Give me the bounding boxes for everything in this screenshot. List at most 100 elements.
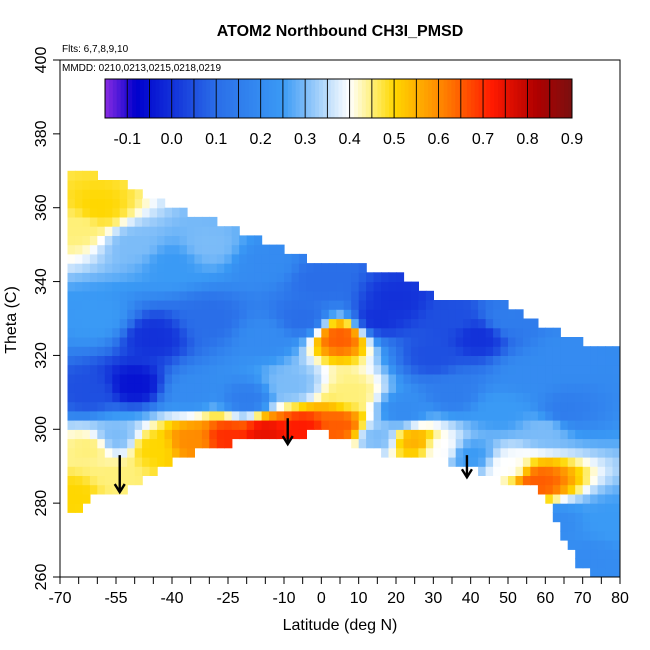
heatmap-cell bbox=[74, 346, 83, 356]
heatmap-cell bbox=[231, 346, 240, 356]
heatmap-cell bbox=[149, 429, 158, 440]
heatmap-cell bbox=[328, 327, 337, 338]
colorbar-swatch bbox=[225, 79, 231, 118]
heatmap-cell bbox=[112, 198, 121, 209]
heatmap-cell bbox=[74, 216, 83, 227]
y-tick-label: 400 bbox=[33, 47, 50, 74]
heatmap-cell bbox=[134, 207, 143, 218]
heatmap-cell bbox=[537, 420, 546, 430]
colorbar-swatch bbox=[389, 79, 394, 118]
heatmap-cell bbox=[239, 309, 248, 320]
heatmap-cell bbox=[269, 337, 278, 347]
heatmap-cell bbox=[605, 567, 614, 577]
heatmap-cell bbox=[522, 475, 531, 486]
heatmap-cell bbox=[179, 216, 188, 227]
heatmap-cell bbox=[157, 410, 166, 421]
heatmap-cell bbox=[455, 420, 464, 430]
heatmap-cell bbox=[493, 410, 502, 421]
heatmap-cell bbox=[112, 484, 121, 495]
heatmap-cell bbox=[545, 466, 554, 476]
heatmap-cell bbox=[119, 420, 128, 430]
heatmap-cell bbox=[186, 410, 195, 421]
heatmap-cell bbox=[410, 383, 419, 393]
heatmap-cell bbox=[149, 290, 158, 301]
heatmap-cell bbox=[470, 318, 479, 329]
heatmap-cell bbox=[224, 355, 233, 366]
heatmap-cell bbox=[537, 466, 546, 476]
heatmap-cell bbox=[179, 373, 188, 384]
heatmap-cell bbox=[186, 401, 195, 412]
heatmap-cell bbox=[425, 401, 434, 412]
heatmap-cell bbox=[522, 401, 531, 412]
heatmap-cell bbox=[485, 300, 494, 310]
heatmap-cell bbox=[455, 392, 464, 403]
heatmap-cell bbox=[254, 364, 263, 375]
heatmap-cell bbox=[209, 373, 218, 384]
heatmap-cell bbox=[343, 392, 352, 403]
heatmap-cell bbox=[216, 281, 225, 292]
colorbar-swatch bbox=[229, 79, 234, 118]
heatmap-cell bbox=[67, 189, 76, 200]
heatmap-cell bbox=[246, 392, 255, 403]
heatmap-cell bbox=[254, 309, 263, 320]
heatmap-cell bbox=[313, 337, 322, 347]
heatmap-cell bbox=[560, 401, 569, 412]
heatmap-cell bbox=[142, 373, 151, 384]
heatmap-cell bbox=[537, 438, 546, 449]
heatmap-cell bbox=[246, 383, 255, 393]
heatmap-cell bbox=[590, 512, 599, 523]
heatmap-cell bbox=[164, 401, 173, 412]
heatmap-cell bbox=[366, 309, 375, 320]
heatmap-cell bbox=[269, 290, 278, 301]
heatmap-cell bbox=[455, 410, 464, 421]
heatmap-cell bbox=[164, 373, 173, 384]
heatmap-cell bbox=[231, 373, 240, 384]
colorbar-swatch bbox=[505, 79, 511, 118]
heatmap-cell bbox=[351, 263, 360, 273]
heatmap-cell bbox=[478, 364, 487, 375]
heatmap-cell bbox=[142, 318, 151, 329]
heatmap-cell bbox=[567, 420, 576, 430]
heatmap-cell bbox=[291, 290, 300, 301]
heatmap-cell bbox=[82, 383, 91, 393]
heatmap-cell bbox=[149, 364, 158, 375]
heatmap-cell bbox=[157, 429, 166, 440]
heatmap-cell bbox=[157, 457, 166, 467]
heatmap-cell bbox=[164, 337, 173, 347]
heatmap-cell bbox=[418, 318, 427, 329]
heatmap-cell bbox=[172, 226, 181, 236]
heatmap-cell bbox=[89, 373, 98, 384]
heatmap-cell bbox=[104, 373, 113, 384]
heatmap-cell bbox=[142, 207, 151, 218]
heatmap-cell bbox=[231, 290, 240, 301]
heatmap-cell bbox=[597, 410, 606, 421]
heatmap-cell bbox=[201, 420, 210, 430]
colorbar-swatch bbox=[459, 79, 464, 118]
heatmap-cell bbox=[82, 263, 91, 273]
heatmap-cell bbox=[89, 216, 98, 227]
heatmap-cell bbox=[537, 364, 546, 375]
heatmap-cell bbox=[530, 457, 539, 467]
heatmap-cell bbox=[515, 392, 524, 403]
heatmap-cell bbox=[373, 346, 382, 356]
heatmap-cell bbox=[298, 420, 307, 430]
heatmap-field bbox=[67, 170, 620, 577]
heatmap-cell bbox=[201, 244, 210, 255]
heatmap-cell bbox=[67, 253, 76, 264]
heatmap-cell bbox=[493, 346, 502, 356]
heatmap-cell bbox=[89, 235, 98, 246]
heatmap-cell bbox=[201, 226, 210, 236]
heatmap-cell bbox=[82, 337, 91, 347]
heatmap-cell bbox=[590, 355, 599, 366]
heatmap-cell bbox=[567, 383, 576, 393]
heatmap-cell bbox=[560, 493, 569, 504]
heatmap-cell bbox=[261, 263, 270, 273]
heatmap-cell bbox=[291, 309, 300, 320]
heatmap-cell bbox=[575, 549, 584, 560]
heatmap-cell bbox=[373, 373, 382, 384]
heatmap-cell bbox=[597, 346, 606, 356]
heatmap-cell bbox=[82, 447, 91, 458]
heatmap-cell bbox=[560, 420, 569, 430]
heatmap-cell bbox=[358, 318, 367, 329]
heatmap-cell bbox=[313, 383, 322, 393]
